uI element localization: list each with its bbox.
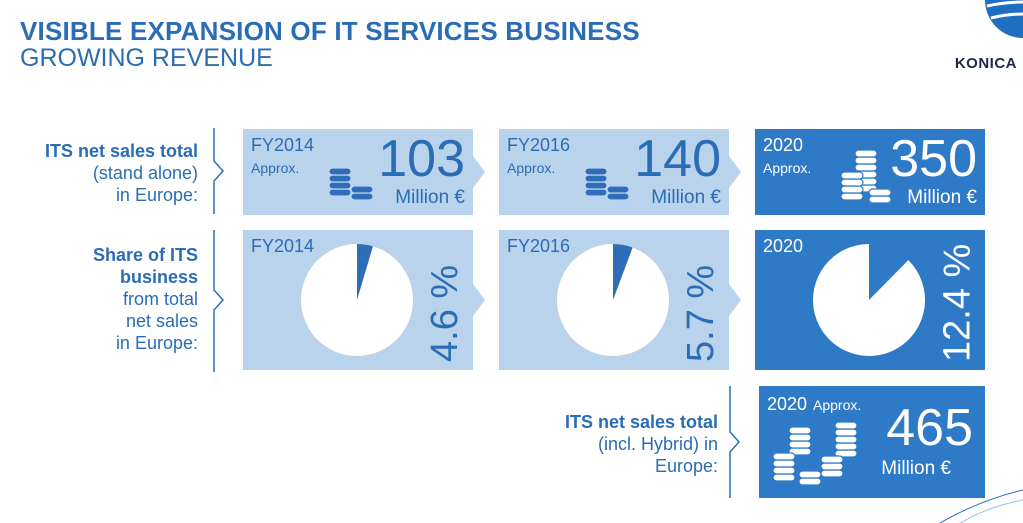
card-approx: Approx.	[251, 160, 300, 176]
arrow-right-icon	[473, 284, 485, 316]
card-period: FY2014	[251, 135, 315, 155]
hybrid-sales-card-2020: 2020 Approx. 465 Million €	[759, 386, 985, 498]
decorative-swoosh	[940, 489, 1023, 523]
sales-card-fy2014: FY2014 Approx. 103 Million €	[243, 129, 473, 215]
pie-chart	[557, 244, 669, 356]
arrow-right-icon	[729, 156, 741, 188]
row-label-hybrid: ITS net sales total (incl. Hybrid) in Eu…	[520, 411, 718, 477]
card-period: 2020	[763, 236, 804, 256]
row-bracket	[213, 128, 225, 214]
arrow-right-icon	[729, 284, 741, 316]
card-value: 103	[378, 130, 465, 188]
card-value: 140	[634, 130, 721, 188]
card-value: 350	[890, 130, 977, 188]
card-period: 2020	[767, 394, 808, 414]
pie-slice-its	[613, 244, 633, 300]
row-label-share-line: from total	[122, 289, 198, 309]
row-label-hybrid-bold: ITS net sales total	[564, 412, 718, 432]
row-bracket	[213, 230, 225, 372]
pie-chart	[301, 244, 413, 356]
pie-chart	[813, 244, 926, 356]
card-period: FY2016	[507, 135, 571, 155]
card-unit: Million €	[881, 458, 951, 479]
card-period: FY2016	[507, 236, 571, 256]
page-subtitle: GROWING REVENUE	[20, 44, 273, 72]
pie-slice-its	[357, 244, 373, 300]
coin-stack-icon	[328, 167, 374, 201]
pie-percent-label: 4.6 %	[424, 264, 466, 362]
coin-stack-icon	[772, 421, 858, 486]
row-label-sales-bold: ITS net sales total	[44, 141, 198, 161]
row-label-share-bold: Share of ITS	[92, 245, 198, 265]
konica-globe-logo-icon	[985, 0, 1023, 38]
coin-stack-icon	[840, 149, 892, 204]
card-unit: Million €	[395, 187, 465, 208]
share-card-fy2016: FY2016 5.7 %	[499, 230, 729, 370]
card-period: 2020	[763, 135, 804, 155]
card-unit: Million €	[907, 187, 977, 208]
row-label-sales-line: in Europe:	[115, 185, 198, 205]
sales-card-2020: 2020 Approx. 350 Million €	[755, 129, 985, 215]
sales-card-fy2016: FY2016 Approx. 140 Million €	[499, 129, 729, 215]
row-label-hybrid-line: (incl. Hybrid) in	[597, 434, 718, 454]
row-label-sales: ITS net sales total (stand alone) in Eur…	[20, 140, 198, 206]
share-card-2020: 2020 12.4 %	[755, 230, 985, 370]
row-label-share: Share of ITS business from total net sal…	[20, 244, 198, 354]
pie-percent-label: 12.4 %	[936, 243, 978, 362]
card-approx: Approx.	[763, 160, 812, 176]
row-bracket	[729, 386, 741, 498]
arrow-right-icon	[473, 156, 485, 188]
konica-logo-text: KONICA	[954, 55, 1017, 72]
card-approx: Approx.	[813, 397, 862, 413]
page-title: VISIBLE EXPANSION OF IT SERVICES BUSINES…	[20, 16, 640, 46]
coin-stack-icon	[584, 167, 630, 201]
card-value: 465	[886, 399, 973, 457]
card-approx: Approx.	[507, 160, 556, 176]
row-label-sales-line: (stand alone)	[92, 163, 198, 183]
pie-percent-label: 5.7 %	[680, 264, 722, 362]
card-period: FY2014	[251, 236, 315, 256]
card-unit: Million €	[651, 187, 721, 208]
row-label-share-line: in Europe:	[115, 333, 198, 353]
pie-slice-rest	[813, 244, 926, 356]
row-label-hybrid-line: Europe:	[654, 456, 718, 476]
row-label-share-line: net sales	[125, 311, 198, 331]
share-card-fy2014: FY2014 4.6 %	[243, 230, 473, 370]
row-label-share-bold: business	[119, 267, 198, 287]
